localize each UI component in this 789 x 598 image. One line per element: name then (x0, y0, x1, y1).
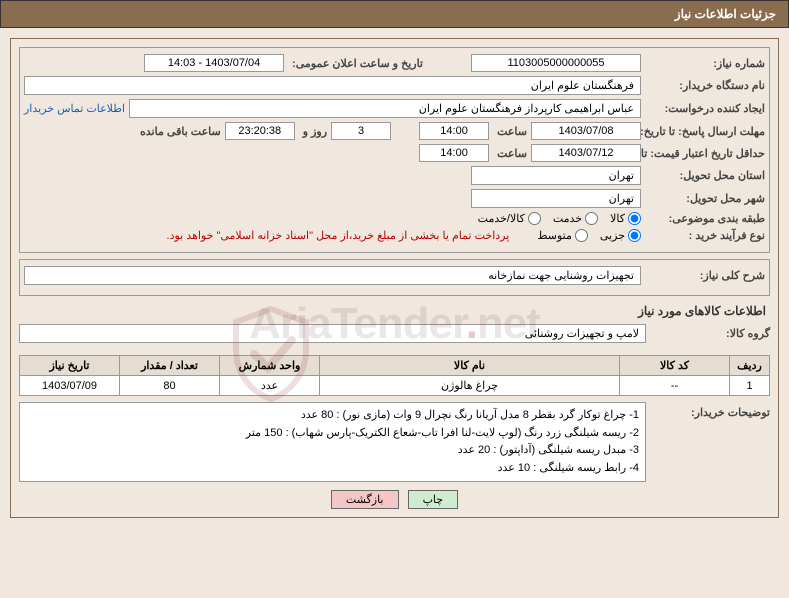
th-name: نام کالا (320, 356, 620, 376)
buyer-org-label: نام دستگاه خریدار: (645, 79, 765, 92)
group-label: گروه کالا: (650, 327, 770, 340)
button-row: چاپ بازگشت (19, 490, 770, 509)
validity-date-field: 1403/07/12 (531, 144, 641, 162)
note-line-2: 2- ریسه شیلنگی زرد رنگ (لوپ لایت-لنا افر… (26, 425, 639, 443)
goods-section-title: اطلاعات کالاهای مورد نیاز (23, 304, 766, 318)
buyer-contact-link[interactable]: اطلاعات تماس خریدار (24, 102, 125, 115)
goods-table: ردیف کد کالا نام کالا واحد شمارش تعداد /… (19, 355, 770, 396)
proc-medium-label: متوسط (537, 229, 572, 242)
td-row: 1 (730, 376, 770, 396)
process-label: نوع فرآیند خرید : (645, 229, 765, 242)
cat-khedmat-radio[interactable] (585, 212, 598, 225)
td-qty: 80 (120, 376, 220, 396)
cat-kala-label: کالا (610, 212, 625, 225)
proc-medium-radio[interactable] (575, 229, 588, 242)
payment-notice: پرداخت تمام یا بخشی از مبلغ خرید،از محل … (167, 229, 510, 242)
deadline-time-label: ساعت (493, 125, 527, 138)
page-title: جزئیات اطلاعات نیاز (675, 7, 776, 21)
city-label: شهر محل تحویل: (645, 192, 765, 205)
summary-panel: شرح کلی نیاز: تجهیزات روشنایی جهت نمازخا… (19, 259, 770, 296)
announce-label: تاریخ و ساعت اعلان عمومی: (288, 57, 423, 70)
td-date: 1403/07/09 (20, 376, 120, 396)
group-row: گروه کالا: لامپ و تجهیزات روشنائی (19, 322, 770, 349)
province-label: استان محل تحویل: (645, 169, 765, 182)
th-date: تاریخ نیاز (20, 356, 120, 376)
buyer-notes-label: توضیحات خریدار: (650, 402, 770, 419)
city-field: تهران (471, 189, 641, 208)
note-line-4: 4- رابط ریسه شیلنگی : 10 عدد (26, 460, 639, 478)
print-button[interactable]: چاپ (408, 490, 459, 509)
requester-label: ایجاد کننده درخواست: (645, 102, 765, 115)
countdown-suffix: ساعت باقی مانده (136, 125, 221, 138)
note-line-1: 1- چراغ توکار گرد بقطر 8 مدل آریانا رنگ … (26, 407, 639, 425)
th-row: ردیف (730, 356, 770, 376)
th-qty: تعداد / مقدار (120, 356, 220, 376)
province-field: تهران (471, 166, 641, 185)
proc-small-label: جزیی (600, 229, 625, 242)
td-code: -- (620, 376, 730, 396)
cat-khedmat-label: خدمت (553, 212, 582, 225)
days-remain-field: 3 (331, 122, 391, 140)
cat-kala-radio[interactable] (628, 212, 641, 225)
countdown-field: 23:20:38 (225, 122, 295, 140)
validity-time-field: 14:00 (419, 144, 489, 162)
proc-small-radio[interactable] (628, 229, 641, 242)
category-radio-group: کالا خدمت کالا/خدمت (478, 212, 641, 225)
validity-label: حداقل تاریخ اعتبار قیمت: تا تاریخ: (645, 147, 765, 160)
need-no-label: شماره نیاز: (645, 57, 765, 70)
need-no-field: 1103005000000055 (471, 54, 641, 72)
details-panel: شماره نیاز: 1103005000000055 تاریخ و ساع… (19, 47, 770, 253)
td-name: چراغ هالوژن (320, 376, 620, 396)
requester-field: عباس ابراهیمی کارپرداز فرهنگستان علوم ای… (129, 99, 641, 118)
note-line-3: 3- مبدل ریسه شیلنگی (آداپتور) : 20 عدد (26, 442, 639, 460)
cat-both-label: کالا/خدمت (478, 212, 525, 225)
announce-field: 1403/07/04 - 14:03 (144, 54, 284, 72)
buyer-org-field: فرهنگستان علوم ایران (24, 76, 641, 95)
deadline-time-field: 14:00 (419, 122, 489, 140)
validity-time-label: ساعت (493, 147, 527, 160)
main-panel: AriaTender.net شماره نیاز: 1103005000000… (10, 38, 779, 518)
th-code: کد کالا (620, 356, 730, 376)
process-radio-group: جزیی متوسط (537, 229, 641, 242)
buyer-notes-box: 1- چراغ توکار گرد بقطر 8 مدل آریانا رنگ … (19, 402, 646, 482)
back-button[interactable]: بازگشت (331, 490, 399, 509)
cat-both-radio[interactable] (528, 212, 541, 225)
deadline-label: مهلت ارسال پاسخ: تا تاریخ: (645, 125, 765, 138)
summary-label: شرح کلی نیاز: (645, 269, 765, 282)
days-remain-suffix: روز و (299, 125, 327, 138)
table-row: 1 -- چراغ هالوژن عدد 80 1403/07/09 (20, 376, 770, 396)
th-unit: واحد شمارش (220, 356, 320, 376)
group-field: لامپ و تجهیزات روشنائی (19, 324, 646, 343)
td-unit: عدد (220, 376, 320, 396)
summary-field: تجهیزات روشنایی جهت نمازخانه (24, 266, 641, 285)
deadline-date-field: 1403/07/08 (531, 122, 641, 140)
page-header: جزئیات اطلاعات نیاز (0, 0, 789, 28)
category-label: طبقه بندی موضوعی: (645, 212, 765, 225)
